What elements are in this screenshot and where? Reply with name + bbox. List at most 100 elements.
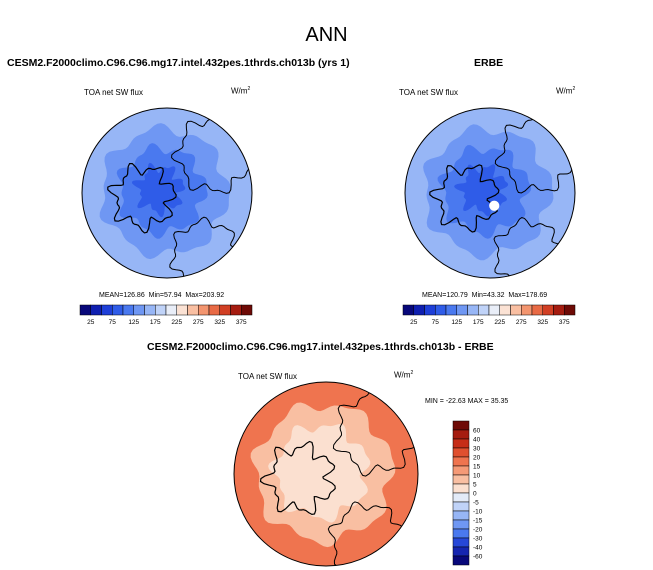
colorbar-2: 60 40 30 20 15 10 5 0 -5 -10 -15 -20 -30 -40 -60 xyxy=(452,420,483,566)
obs-variable-label: TOA net SW flux xyxy=(399,88,458,97)
colorbar-cell xyxy=(413,304,425,316)
coastline-greenland-canada xyxy=(107,163,177,234)
diff-panel-title: CESM2.F2000climo.C96.C96.mg17.intel.432p… xyxy=(147,341,494,353)
colorbar-cell xyxy=(531,304,543,316)
colorbar-cell xyxy=(101,304,113,316)
colorbar-cell xyxy=(452,510,470,521)
colorbar-cell xyxy=(112,304,124,316)
colorbar-tick-label: 375 xyxy=(559,319,570,326)
colorbar-tick-label: 125 xyxy=(128,319,139,326)
model-panel-title: CESM2.F2000climo.C96.C96.mg17.intel.432p… xyxy=(7,57,350,69)
colorbar-tick-label: 225 xyxy=(171,319,182,326)
colorbar-cell xyxy=(553,304,565,316)
colorbar-tick-label: -30 xyxy=(473,536,483,543)
polar-map-1 xyxy=(404,107,576,279)
colorbar-cell xyxy=(542,304,554,316)
colorbar-cell xyxy=(230,304,242,316)
colorbar-tick-label: 15 xyxy=(473,464,481,471)
model-stats: MEAN=126.86 Min=57.94 Max=203.92 xyxy=(99,292,225,299)
colorbar-tick-label: 40 xyxy=(473,437,481,444)
colorbar-tick-label: 325 xyxy=(214,319,225,326)
colorbar-tick-label: 125 xyxy=(451,319,462,326)
map-boundary xyxy=(81,107,253,279)
colorbar-cell xyxy=(452,456,470,467)
colorbar-tick-label: 175 xyxy=(473,319,484,326)
colorbar-cell xyxy=(499,304,511,316)
colorbar-cell xyxy=(445,304,457,316)
obs-stats: MEAN=120.79 Min=43.32 Max=178.69 xyxy=(422,292,548,299)
polar-map-0 xyxy=(81,107,253,279)
colorbar-cell xyxy=(176,304,188,316)
colorbar-cell xyxy=(521,304,533,316)
colorbar-cell xyxy=(122,304,134,316)
colorbar-cell xyxy=(467,304,479,316)
colorbar-cell xyxy=(144,304,156,316)
map-fill xyxy=(405,108,575,278)
colorbar-tick-label: 60 xyxy=(473,428,481,435)
colorbar-cell xyxy=(456,304,468,316)
colorbar-cell xyxy=(90,304,102,316)
coastline-europe xyxy=(169,216,241,278)
colorbar-cell xyxy=(165,304,177,316)
colorbar-tick-label: 5 xyxy=(473,482,477,489)
coastline-greenland-canada xyxy=(259,440,336,516)
colorbar-cell xyxy=(488,304,500,316)
colorbar-cell xyxy=(452,501,470,512)
colorbar-cell xyxy=(133,304,145,316)
map-fill xyxy=(82,108,252,278)
map-boundary xyxy=(404,107,576,279)
model-units-label: W/m2 xyxy=(231,86,251,96)
colorbar-cell xyxy=(198,304,210,316)
colorbar-cell xyxy=(424,304,436,316)
colorbar-tick-label: 25 xyxy=(87,319,95,326)
colorbar-cell xyxy=(564,304,576,316)
obs-panel-title: ERBE xyxy=(474,57,504,69)
colorbar-tick-label: -60 xyxy=(473,554,483,561)
colorbar-cell xyxy=(452,429,470,440)
region-pole xyxy=(287,441,346,499)
colorbar-cell xyxy=(452,492,470,503)
colorbar-cell xyxy=(478,304,490,316)
missing-data-pole xyxy=(489,200,500,211)
colorbar-tick-label: 175 xyxy=(150,319,161,326)
colorbar-tick-label: 375 xyxy=(236,319,247,326)
colorbar-cell xyxy=(510,304,522,316)
colorbar-cell xyxy=(452,447,470,458)
colorbar-1: 25 75 125 175 225 275 325 375 xyxy=(402,304,576,326)
colorbar-cell xyxy=(452,483,470,494)
colorbar-tick-label: 30 xyxy=(473,446,481,453)
colorbar-tick-label: 75 xyxy=(432,319,440,326)
region-pole xyxy=(131,162,186,218)
colorbar-cell xyxy=(452,420,470,431)
coastline-greenland-canada xyxy=(429,164,500,233)
colorbar-tick-label: 325 xyxy=(537,319,548,326)
colorbar-tick-label: -15 xyxy=(473,518,483,525)
map-fill xyxy=(234,382,418,566)
colorbar-cell xyxy=(452,528,470,539)
colorbar-cell xyxy=(187,304,199,316)
colorbar-tick-label: -40 xyxy=(473,545,483,552)
colorbar-cell xyxy=(219,304,231,316)
colorbar-tick-label: 75 xyxy=(109,319,117,326)
colorbar-tick-label: 20 xyxy=(473,455,481,462)
colorbar-cell xyxy=(452,474,470,485)
colorbar-tick-label: 0 xyxy=(473,491,477,498)
colorbar-tick-label: 225 xyxy=(494,319,505,326)
colorbar-cell xyxy=(452,537,470,548)
diff-stats: MIN = -22.63 MAX = 35.35 xyxy=(425,398,509,405)
colorbar-tick-label: 10 xyxy=(473,473,481,480)
model-variable-label: TOA net SW flux xyxy=(84,88,143,97)
colorbar-cell xyxy=(208,304,220,316)
map-boundary xyxy=(233,381,419,567)
colorbar-cell xyxy=(241,304,253,316)
colorbar-tick-label: 275 xyxy=(193,319,204,326)
colorbar-cell xyxy=(452,465,470,476)
colorbar-tick-label: 275 xyxy=(516,319,527,326)
colorbar-tick-label: -20 xyxy=(473,527,483,534)
diff-units-label: W/m2 xyxy=(394,370,414,380)
coastline-europe xyxy=(493,217,564,278)
colorbar-cell xyxy=(452,438,470,449)
diff-variable-label: TOA net SW flux xyxy=(238,372,297,381)
colorbar-cell xyxy=(452,546,470,557)
